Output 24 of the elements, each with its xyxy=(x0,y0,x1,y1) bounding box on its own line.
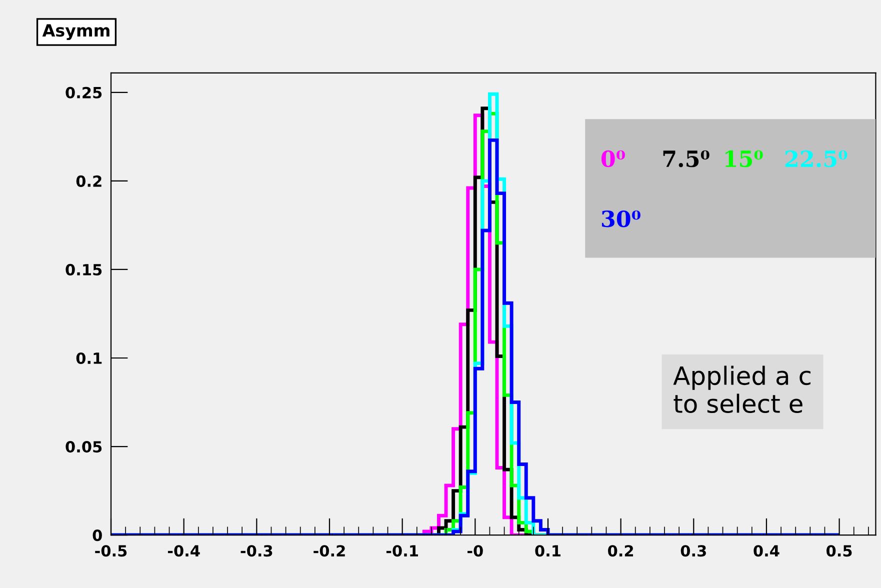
x-tick-label: 0.1 xyxy=(535,545,560,557)
x-tick-label: -0.3 xyxy=(240,545,272,557)
x-tick-label: -0.4 xyxy=(168,545,200,557)
text: 7.5⁰ xyxy=(663,150,710,168)
y-tick-label: 0.1 xyxy=(76,352,102,364)
text: 0⁰ xyxy=(601,150,625,168)
x-tick-label: 0.2 xyxy=(608,545,634,557)
y-tick-label: 0.15 xyxy=(66,264,102,276)
x-tick-label: 0.5 xyxy=(826,545,852,557)
y-tick-label: 0.2 xyxy=(76,175,102,187)
x-tick-label: -0.5 xyxy=(95,545,127,557)
text: 15⁰ xyxy=(725,150,763,168)
text: 22.5⁰ xyxy=(785,150,848,168)
x-tick-label: 0.3 xyxy=(680,545,706,557)
y-tick-label: 0.25 xyxy=(66,86,102,98)
y-tick-label: 0.05 xyxy=(66,441,102,453)
chart-title: Asymm xyxy=(42,24,110,40)
x-tick-label: -0 xyxy=(467,545,483,557)
annotation: Applied a c to select e xyxy=(673,366,810,414)
text: 30⁰ xyxy=(602,210,640,228)
x-tick-label: -0.1 xyxy=(386,545,418,557)
x-tick-label: -0.2 xyxy=(314,545,345,557)
x-tick-label: 0.4 xyxy=(754,545,780,557)
y-tick-label: 0 xyxy=(92,530,102,542)
